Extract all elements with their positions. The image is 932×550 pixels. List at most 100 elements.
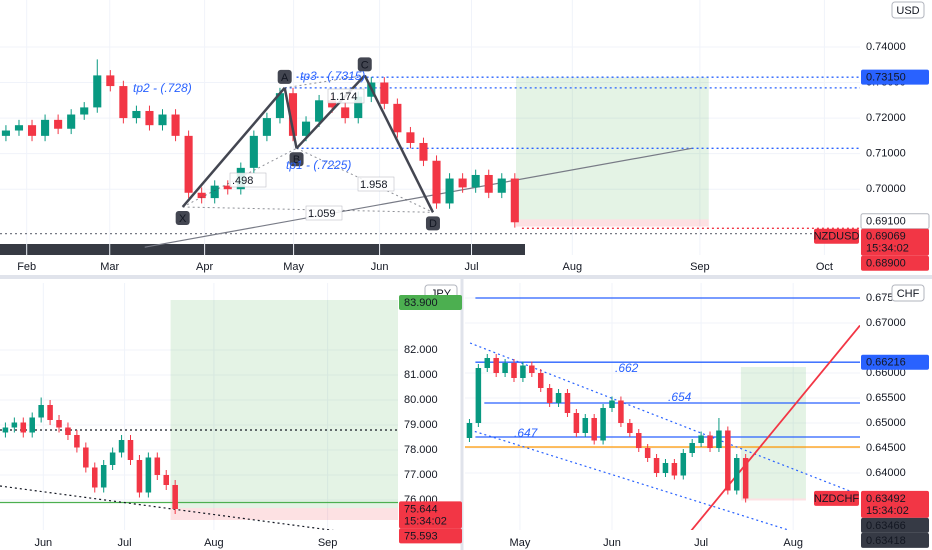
candle-body [132,110,141,119]
annotation: tp1 - (.7225) [286,158,351,172]
symbol-label: NZDUSD [814,231,860,243]
candle-body [493,358,499,373]
candle-body [65,427,71,435]
price-label-box [399,295,462,310]
symbol-label: NZDCHF [814,493,859,505]
candle-body [458,178,467,188]
candle-body [662,463,669,473]
countdown: 15:34:02 [404,515,447,527]
candle-body [2,427,9,433]
candle-body [484,358,491,368]
x-tick-label: May [283,261,304,273]
candle-body [497,178,506,193]
annotation: .662 [615,361,639,375]
candle-body [54,119,63,129]
candle-body [529,365,535,373]
position-box [516,219,709,227]
y-tick-label: 0.74000 [866,41,906,53]
candle-body [262,118,271,136]
ratio-label-box [305,205,343,221]
currency-box [891,284,925,302]
candle-body [406,132,415,143]
candle-body [56,420,62,428]
y-tick-label: 79.000 [404,419,438,431]
candle-body [600,408,606,441]
candle-body [20,422,27,433]
x-tick-label: Mar [100,261,119,273]
candle-body [275,93,284,119]
x-tick-label: Sep [318,537,338,549]
price-label-box [861,532,929,548]
y-tick-label: 0.65500 [866,392,906,404]
x-tick-label: Aug [783,537,803,549]
x-tick-label: May [510,537,531,549]
price-label: 0.73150 [866,72,906,84]
symbol-box [814,490,859,506]
annotation: tp3 - (.7315) [300,69,365,83]
candle-body [74,435,80,448]
x-tick-label: Jul [694,537,708,549]
candle-body [288,93,298,136]
candle-body [725,430,731,491]
x-tick-label: Jun [34,537,52,549]
oscillator-strip [0,244,525,255]
price-label: 0.63492 [866,493,906,505]
candle-body [502,363,508,373]
y-tick-label: 78.000 [404,444,438,456]
price-label: 0.63418 [866,535,906,547]
candle-body [14,125,24,131]
candle-body [698,435,704,443]
trend-line [144,147,692,248]
pattern-point-box [277,69,292,84]
price-label: 0.66216 [866,357,906,369]
ratio-label: .498 [232,175,253,187]
candle-body [172,485,178,509]
candle-body [136,460,143,493]
candle-body [644,448,651,458]
pattern-point-box [425,216,440,231]
candle-body [520,365,526,378]
candle-body [223,185,232,190]
ratio-label-box [327,88,365,104]
position-box [740,498,806,501]
pattern-leg [181,87,286,208]
price-label: 75.644 [404,503,438,515]
candle-body [635,433,642,448]
pattern-leg [363,74,435,213]
candle-body [466,423,473,438]
candle-body [106,75,115,87]
y-tick-label: 0.67000 [866,317,906,329]
pattern-point-box [289,152,304,167]
candle-body [573,413,580,433]
y-tick-label: 80.000 [404,394,438,406]
candle-body [609,400,615,408]
x-tick-label: Jul [118,537,132,549]
price-label-box [861,354,929,370]
currency-label: USD [896,5,919,17]
y-tick-label: 0.66000 [866,367,906,379]
candle-body [341,107,350,119]
candle-body [618,400,624,423]
x-tick-label: Aug [204,537,224,549]
y-tick-label: 0.65000 [866,417,906,429]
y-tick-label: 82.000 [404,344,438,356]
pattern-point-label: A [281,72,289,84]
candle-body [11,422,18,428]
y-tick-label: 81.000 [404,369,438,381]
pattern-point-label: X [179,213,187,225]
countdown: 15:34:02 [866,243,909,255]
plot-area [0,283,398,530]
candle-body [380,82,389,104]
candle-body [301,121,311,136]
candle-body [67,114,76,129]
x-tick-label: Jun [603,537,621,549]
price-label-box [861,69,929,85]
candle-body [733,458,740,491]
trend-line [690,324,860,530]
candle-body [555,393,562,403]
price-label-box [861,228,929,256]
annotation: .647 [514,426,539,440]
pattern-ratio-line [284,74,365,89]
pattern-ratio-line [182,147,297,208]
